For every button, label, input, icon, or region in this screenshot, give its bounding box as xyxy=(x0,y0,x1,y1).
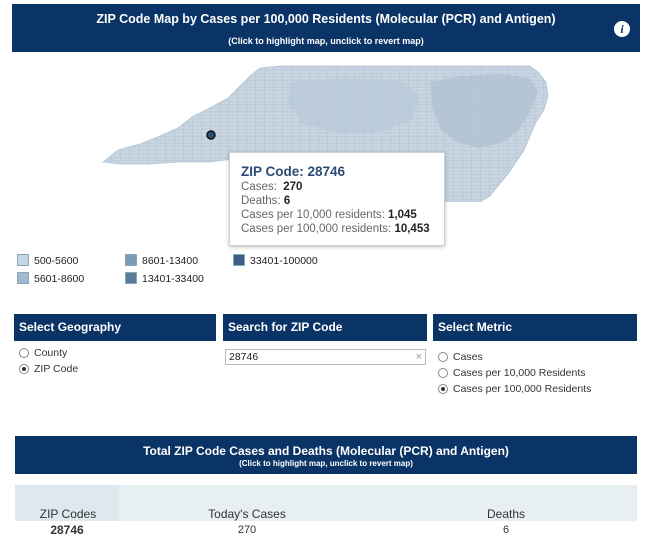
map-subtitle: (Click to highlight map, unclick to reve… xyxy=(228,36,424,46)
legend-swatch xyxy=(17,272,29,284)
tooltip-per10k: Cases per 10,000 residents: 1,045 xyxy=(241,209,417,221)
zip-search-input[interactable]: 28746 × xyxy=(225,349,426,365)
column-header-cases: Today's Cases xyxy=(208,507,286,521)
metric-option-per100k[interactable]: Cases per 100,000 Residents xyxy=(438,383,591,395)
tooltip-deaths: Deaths: 6 xyxy=(241,195,291,207)
map-title: ZIP Code Map by Cases per 100,000 Reside… xyxy=(96,12,556,26)
legend-item-13401-33400: 13401-33400 xyxy=(125,272,204,285)
legend-item-5601-8600: 5601-8600 xyxy=(17,272,84,285)
geography-option-county[interactable]: County xyxy=(19,347,67,359)
coastal-region xyxy=(430,74,538,148)
radio-cases[interactable] xyxy=(438,352,448,362)
column-header-deaths: Deaths xyxy=(486,507,526,521)
metric-heading: Select Metric xyxy=(433,314,637,341)
tooltip-cases: Cases: 270 xyxy=(241,181,303,193)
info-icon[interactable]: i xyxy=(614,21,630,37)
legend-item-500-5600: 500-5600 xyxy=(17,254,78,267)
tooltip-per100k: Cases per 100,000 residents: 10,453 xyxy=(241,223,430,235)
radio-county[interactable] xyxy=(19,348,29,358)
legend-item-8601-13400: 8601-13400 xyxy=(125,254,198,267)
highlighted-zip-28746[interactable] xyxy=(206,130,216,140)
zip-tooltip: ZIP Code: 28746 Cases: 270 Deaths: 6 Cas… xyxy=(229,152,445,246)
map-header: ZIP Code Map by Cases per 100,000 Reside… xyxy=(12,4,640,52)
geography-heading: Select Geography xyxy=(14,314,216,341)
totals-table: ZIP Codes Today's Cases Deaths xyxy=(15,485,637,521)
tooltip-title: ZIP Code: 28746 xyxy=(241,164,346,179)
metric-option-cases[interactable]: Cases xyxy=(438,351,483,363)
totals-header: Total ZIP Code Cases and Deaths (Molecul… xyxy=(15,436,637,474)
radio-per10k[interactable] xyxy=(438,368,448,378)
legend-swatch xyxy=(233,254,245,266)
radio-per100k[interactable] xyxy=(438,384,448,394)
metric-option-per10k[interactable]: Cases per 10,000 Residents xyxy=(438,367,586,379)
table-cell-cases: 270 xyxy=(237,524,257,536)
legend-swatch xyxy=(125,254,137,266)
legend-swatch xyxy=(17,254,29,266)
central-region xyxy=(288,78,420,134)
totals-subtitle: (Click to highlight map, unclick to reve… xyxy=(239,459,413,468)
column-header-zip: ZIP Codes xyxy=(39,507,97,521)
search-heading: Search for ZIP Code xyxy=(223,314,427,341)
legend-swatch xyxy=(125,272,137,284)
zip-column-bg xyxy=(15,485,119,521)
table-cell-deaths: 6 xyxy=(502,524,510,536)
table-cell-zip[interactable]: 28746 xyxy=(50,523,84,537)
clear-icon[interactable]: × xyxy=(415,351,422,363)
geography-option-zip[interactable]: ZIP Code xyxy=(19,363,78,375)
totals-title: Total ZIP Code Cases and Deaths (Molecul… xyxy=(143,444,509,458)
radio-zip-code[interactable] xyxy=(19,364,29,374)
legend-item-33401-100000: 33401-100000 xyxy=(233,254,318,267)
